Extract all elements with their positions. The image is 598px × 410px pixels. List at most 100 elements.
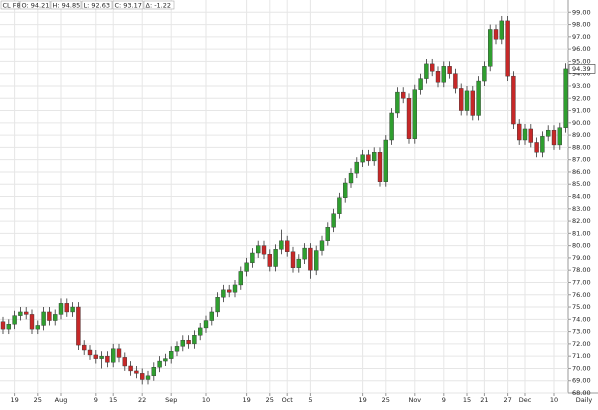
y-tick-label: 78.00 bbox=[572, 266, 591, 274]
candle-body bbox=[180, 339, 186, 347]
candle-body bbox=[476, 80, 481, 116]
candle-body bbox=[546, 129, 551, 137]
candle-body bbox=[116, 348, 122, 358]
candle-body bbox=[337, 197, 342, 214]
candle-body bbox=[447, 66, 452, 74]
x-tick-label: 25 bbox=[34, 396, 42, 404]
header-item: O: 94.21 bbox=[22, 1, 50, 9]
candle-body bbox=[47, 311, 52, 321]
candle-body bbox=[435, 71, 441, 83]
candle-body bbox=[186, 339, 191, 345]
candle-body bbox=[412, 89, 417, 139]
header-item: H: 94.85 bbox=[53, 1, 81, 9]
candle-body bbox=[511, 75, 516, 125]
candle-body bbox=[24, 311, 29, 315]
x-tick-label: Nov bbox=[408, 396, 421, 404]
candle-body bbox=[226, 289, 232, 293]
last-value-label: 94.39 bbox=[572, 65, 591, 73]
candle-body bbox=[151, 367, 157, 377]
x-tick-label: 10 bbox=[202, 396, 210, 404]
candle-body bbox=[192, 335, 197, 345]
x-tick-label: 9 bbox=[94, 396, 98, 404]
x-tick-label: 25 bbox=[266, 396, 274, 404]
y-tick-label: 89.00 bbox=[572, 131, 591, 139]
candle-body bbox=[441, 66, 446, 83]
candle-body bbox=[343, 182, 348, 198]
candle-body bbox=[58, 303, 64, 315]
candle-body bbox=[238, 271, 244, 286]
candle-body bbox=[110, 348, 116, 363]
candle-body bbox=[29, 314, 35, 330]
header-item: Δ: -1.22 bbox=[146, 1, 172, 9]
candle-body bbox=[139, 373, 145, 380]
x-tick-label: 19 bbox=[358, 396, 366, 404]
y-tick-label: 92.00 bbox=[572, 94, 591, 102]
candle-body bbox=[0, 321, 6, 330]
candle-body bbox=[215, 297, 220, 313]
x-tick-label: Sep bbox=[165, 396, 177, 404]
candle-body bbox=[360, 154, 365, 163]
candle-body bbox=[35, 325, 40, 330]
candle-body bbox=[470, 90, 475, 116]
y-tick-label: 75.00 bbox=[572, 303, 591, 311]
candle-body bbox=[76, 306, 81, 346]
candle-body bbox=[534, 142, 539, 153]
candle-body bbox=[401, 91, 406, 99]
x-tick-label: 5 bbox=[308, 396, 312, 404]
header-box bbox=[112, 0, 144, 10]
candle-body bbox=[244, 262, 249, 272]
periodicity-label: Daily bbox=[576, 396, 593, 404]
candle-body bbox=[464, 90, 470, 111]
candle-body bbox=[354, 161, 359, 174]
header-box bbox=[143, 0, 175, 10]
candle-body bbox=[389, 112, 394, 141]
candle-body bbox=[453, 73, 458, 89]
candle-body bbox=[493, 29, 499, 40]
y-tick-label: 96.00 bbox=[572, 45, 591, 53]
header-item: C: 93.17 bbox=[115, 1, 142, 9]
candle-body bbox=[64, 303, 70, 313]
candle-body bbox=[528, 128, 533, 143]
candle-body bbox=[319, 240, 325, 251]
candle-body bbox=[279, 240, 284, 250]
candle-body bbox=[168, 351, 174, 359]
candle-body bbox=[41, 311, 46, 326]
candle-body bbox=[87, 349, 93, 356]
candle-body bbox=[197, 327, 203, 336]
header-item: L: 92.63 bbox=[84, 1, 111, 9]
x-tick-label: Dec bbox=[519, 396, 532, 404]
header-box bbox=[50, 0, 82, 10]
candle-body bbox=[314, 250, 319, 271]
candle-body bbox=[308, 247, 313, 271]
y-tick-label: 88.00 bbox=[572, 143, 591, 151]
y-tick-label: 68.00 bbox=[572, 389, 591, 397]
y-tick-label: 72.00 bbox=[572, 340, 591, 348]
candle-body bbox=[499, 20, 504, 40]
candle-body bbox=[70, 306, 75, 313]
x-tick-label: 9 bbox=[442, 396, 446, 404]
candle-body bbox=[522, 128, 528, 141]
candle-body bbox=[563, 68, 568, 128]
candle-body bbox=[18, 311, 23, 316]
y-tick-label: 71.00 bbox=[572, 352, 591, 360]
x-tick-label: 25 bbox=[382, 396, 390, 404]
candle-body bbox=[267, 254, 272, 267]
candle-body bbox=[296, 258, 301, 268]
candle-body bbox=[256, 245, 261, 254]
candle-body bbox=[122, 357, 128, 367]
candle-body bbox=[557, 127, 562, 146]
last-value-box bbox=[568, 64, 596, 74]
y-tick-label: 97.00 bbox=[572, 33, 591, 41]
x-tick-label: Aug bbox=[55, 396, 68, 404]
candle-body bbox=[6, 324, 12, 330]
candle-body bbox=[99, 355, 104, 359]
candle-body bbox=[134, 370, 139, 374]
header-box bbox=[19, 0, 51, 10]
y-tick-label: 83.00 bbox=[572, 205, 591, 213]
x-tick-label: 27 bbox=[503, 396, 511, 404]
candle-body bbox=[424, 63, 429, 79]
y-tick-label: 82.00 bbox=[572, 217, 591, 225]
x-tick-label: 19 bbox=[242, 396, 250, 404]
